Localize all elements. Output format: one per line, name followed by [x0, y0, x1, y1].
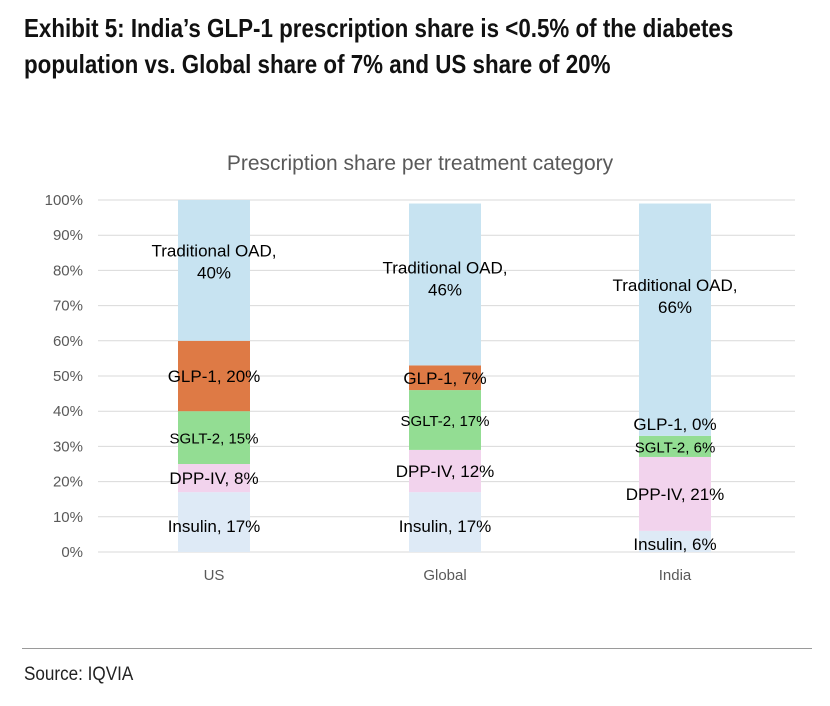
y-tick-label: 40% — [53, 403, 83, 420]
data-label-global-glp-1: GLP-1, 7% — [403, 369, 486, 388]
y-tick-label: 50% — [53, 368, 83, 385]
data-label-global-sglt-2: SGLT-2, 17% — [401, 413, 490, 430]
bar-segment-india-insulin — [639, 530, 711, 552]
data-label-us-insulin: Insulin, 17% — [168, 517, 261, 536]
chart-title: Prescription share per treatment categor… — [227, 152, 614, 175]
bar-segment-india-dpp-iv — [639, 456, 711, 531]
y-tick-label: 70% — [53, 298, 83, 315]
stacked-bar-chart: Prescription share per treatment categor… — [45, 152, 795, 584]
exhibit-title: Exhibit 5: India’s GLP-1 prescription sh… — [24, 10, 734, 82]
y-tick-label: 10% — [53, 509, 83, 526]
exhibit-title-line-2: population vs. Global share of 7% and US… — [24, 49, 611, 79]
data-label-global-traditional-oad-line-2: 46% — [428, 280, 462, 299]
data-label-us-glp-1: GLP-1, 20% — [168, 367, 261, 386]
bar-segment-global-insulin — [409, 492, 481, 552]
data-label-us-dpp-iv: DPP-IV, 8% — [169, 469, 258, 488]
bar-segment-us-glp-1 — [178, 340, 250, 412]
source-note: Source: IQVIA — [24, 664, 134, 685]
data-label-india-traditional-oad-line-2: 66% — [658, 298, 692, 317]
data-label-us-sglt-2: SGLT-2, 15% — [170, 431, 259, 448]
data-label-india-insulin: Insulin, 6% — [633, 535, 716, 554]
data-label-india-sglt-2: SGLT-2, 6% — [635, 439, 716, 456]
bar-segment-global-traditional-oad — [409, 203, 481, 366]
data-label-global-insulin: Insulin, 17% — [399, 517, 492, 536]
x-tick-label-india: India — [659, 567, 692, 584]
y-tick-label: 100% — [45, 192, 83, 209]
bar-segment-global-glp-1 — [409, 365, 481, 391]
data-label-global-traditional-oad-line-1: Traditional OAD, — [382, 258, 507, 277]
bar-segment-us-traditional-oad — [178, 200, 250, 341]
data-label-global-traditional-oad: Traditional OAD, 46% — [382, 258, 507, 299]
data-label-us-traditional-oad-line-1: Traditional OAD, — [151, 241, 276, 260]
y-tick-label: 0% — [61, 544, 83, 561]
data-label-us-traditional-oad-line-2: 40% — [197, 263, 231, 282]
bar-segment-us-dpp-iv — [178, 464, 250, 493]
y-tick-label: 80% — [53, 262, 83, 279]
data-label-india-dpp-iv: DPP-IV, 21% — [626, 485, 725, 504]
y-tick-label: 60% — [53, 333, 83, 350]
data-label-us-traditional-oad: Traditional OAD, 40% — [151, 241, 276, 282]
y-tick-label: 20% — [53, 474, 83, 491]
data-label-india-glp-1: GLP-1, 0% — [633, 415, 716, 434]
x-tick-label-us: US — [204, 567, 225, 584]
source-divider — [22, 648, 812, 649]
bar-segment-global-sglt-2 — [409, 390, 481, 450]
y-tick-label: 90% — [53, 227, 83, 244]
bar-segment-india-traditional-oad — [639, 203, 711, 436]
data-label-global-dpp-iv: DPP-IV, 12% — [396, 462, 495, 481]
data-label-india-traditional-oad-line-1: Traditional OAD, — [612, 276, 737, 295]
x-tick-label-global: Global — [423, 567, 466, 584]
bar-segment-us-insulin — [178, 492, 250, 552]
data-label-india-traditional-oad: Traditional OAD, 66% — [612, 276, 737, 317]
bar-segment-us-sglt-2 — [178, 411, 250, 464]
y-tick-label: 30% — [53, 438, 83, 455]
bar-segment-india-sglt-2 — [639, 435, 711, 457]
bar-segment-global-dpp-iv — [409, 449, 481, 493]
exhibit-title-line-1: Exhibit 5: India’s GLP-1 prescription sh… — [24, 13, 734, 43]
